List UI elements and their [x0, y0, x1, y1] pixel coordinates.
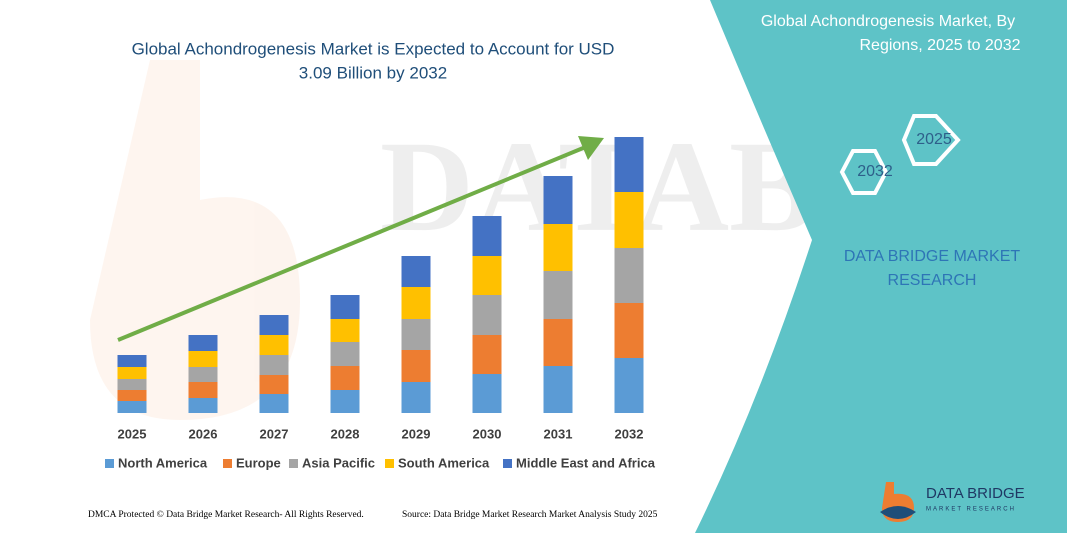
legend-swatch [105, 459, 114, 468]
x-tick-label: 2027 [260, 426, 289, 441]
x-tick-label: 2028 [331, 426, 360, 441]
logo [880, 482, 916, 522]
bar-segment [259, 315, 289, 335]
bar-segment [330, 390, 360, 413]
panel-title: Regions, 2025 to 2032 [859, 37, 1020, 54]
bar-segment [117, 367, 147, 379]
footer-right: Source: Data Bridge Market Research Mark… [402, 510, 658, 520]
brand-text: DATA BRIDGE MARKET [844, 248, 1021, 265]
bar-segment [472, 216, 502, 256]
bar-segment [543, 224, 573, 271]
legend-label: North America [118, 455, 208, 470]
bar-segment [188, 351, 218, 367]
logo-name: DATA BRIDGE [926, 485, 1025, 502]
bar-segment [117, 379, 147, 390]
legend-label: Middle East and Africa [516, 455, 656, 470]
bar-segment [401, 382, 431, 413]
bar-segment [543, 366, 573, 413]
bar-segment [330, 295, 360, 319]
x-tick-label: 2029 [402, 426, 431, 441]
legend-label: South America [398, 455, 490, 470]
bar-segment [472, 256, 502, 295]
legend-swatch [503, 459, 512, 468]
x-tick-label: 2025 [118, 426, 147, 441]
bar-segment [117, 355, 147, 367]
x-tick-label: 2026 [189, 426, 218, 441]
bar-segment [614, 303, 644, 358]
bar-segment [259, 375, 289, 394]
bar-segment [330, 342, 360, 366]
bar-segment [259, 335, 289, 355]
bar-segment [472, 295, 502, 335]
logo-tagline: MARKET RESEARCH [926, 507, 1016, 513]
legend-swatch [223, 459, 232, 468]
legend-swatch [289, 459, 298, 468]
bar-segment [401, 287, 431, 319]
bar-segment [614, 248, 644, 303]
x-tick-label: 2030 [473, 426, 502, 441]
bar-segment [401, 256, 431, 287]
legend-label: Europe [236, 455, 281, 470]
bar-segment [188, 335, 218, 351]
bar-segment [117, 390, 147, 401]
bar-segment [188, 398, 218, 413]
bar-segment [543, 271, 573, 319]
bar-segment [614, 192, 644, 248]
chart-subtitle: 3.09 Billion by 2032 [299, 63, 447, 82]
hexagon [839, 149, 889, 195]
bar-segment [330, 366, 360, 390]
bar-segment [472, 374, 502, 413]
x-tick-label: 2031 [544, 426, 573, 441]
hex-label: 2032 [857, 163, 893, 180]
hexagon [901, 114, 961, 166]
legend-swatch [385, 459, 394, 468]
hex-label: 2025 [916, 131, 952, 148]
bar-segment [472, 335, 502, 374]
trend-arrow [117, 144, 589, 342]
footer-left: DMCA Protected © Data Bridge Market Rese… [88, 509, 364, 520]
x-tick-label: 2032 [615, 426, 644, 441]
side-panel [695, 0, 1067, 533]
bar-segment [401, 350, 431, 382]
bar-segment [614, 358, 644, 413]
bar-segment [188, 367, 218, 382]
bar-segment [543, 176, 573, 224]
trend-arrowhead [578, 136, 604, 160]
chart-title: Global Achondrogenesis Market is Expecte… [132, 39, 615, 58]
legend-label: Asia Pacific [302, 455, 375, 470]
bar-segment [543, 319, 573, 366]
bar-segment [614, 137, 644, 192]
bar-segment [330, 319, 360, 342]
bar-segment [259, 355, 289, 375]
bar-segment [259, 394, 289, 413]
brand-text: RESEARCH [888, 272, 977, 289]
bar-segment [117, 401, 147, 413]
bar-segment [401, 319, 431, 350]
bar-segment [188, 382, 218, 398]
panel-title: Global Achondrogenesis Market, By [761, 13, 1015, 30]
